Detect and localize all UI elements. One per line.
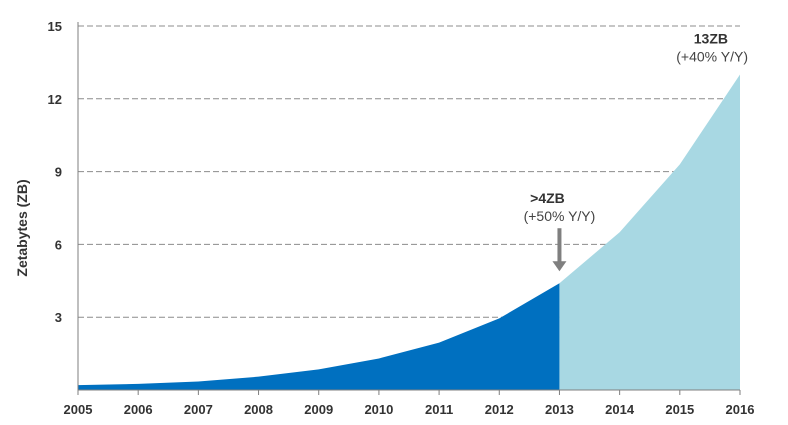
x-tick-label: 2016: [726, 402, 755, 417]
annotation-arrow-head: [552, 261, 567, 272]
x-tick-labels: 2005 2006 2007 2008 2009 2010 2011 2012 2013 2014…: [64, 402, 755, 417]
y-tick-label: 9: [55, 165, 62, 180]
annotation-label: 13ZB: [694, 31, 728, 47]
y-tick-label: 6: [55, 237, 62, 252]
area-series-1: [78, 283, 560, 390]
annotations: >4ZB (+50% Y/Y) 13ZB (+40% Y/Y): [524, 31, 748, 272]
x-tick-label: 2012: [485, 402, 514, 417]
x-tick-label: 2014: [605, 402, 635, 417]
x-tick-label: 2005: [64, 402, 93, 417]
x-tick-label: 2007: [184, 402, 213, 417]
x-tick-label: 2010: [364, 402, 393, 417]
x-tick-label: 2008: [244, 402, 273, 417]
area-series-2: [559, 74, 740, 391]
x-tick-label: 2013: [545, 402, 574, 417]
area-series: [78, 74, 740, 391]
axes: [77, 22, 741, 395]
annotation-sublabel: (+50% Y/Y): [524, 208, 596, 224]
y-tick-label: 15: [48, 19, 62, 34]
x-tick-label: 2006: [124, 402, 153, 417]
y-tick-labels: 3 6 9 12 15: [48, 19, 62, 325]
annotation-label: >4ZB: [530, 190, 565, 206]
y-tick-label: 12: [48, 92, 62, 107]
x-tick-label: 2011: [425, 402, 453, 417]
annotation-sublabel: (+40% Y/Y): [676, 49, 748, 65]
x-tick-label: 2015: [665, 402, 694, 417]
y-tick-label: 3: [55, 310, 62, 325]
x-tick-label: 2009: [304, 402, 333, 417]
y-axis-label: Zetabytes (ZB): [14, 179, 30, 276]
